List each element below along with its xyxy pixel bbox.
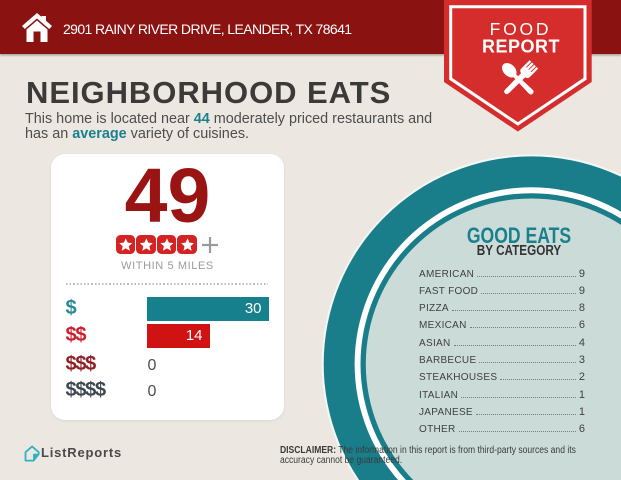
svg-text:FOOD: FOOD bbox=[490, 19, 552, 39]
svg-text:REPORT: REPORT bbox=[482, 36, 560, 56]
